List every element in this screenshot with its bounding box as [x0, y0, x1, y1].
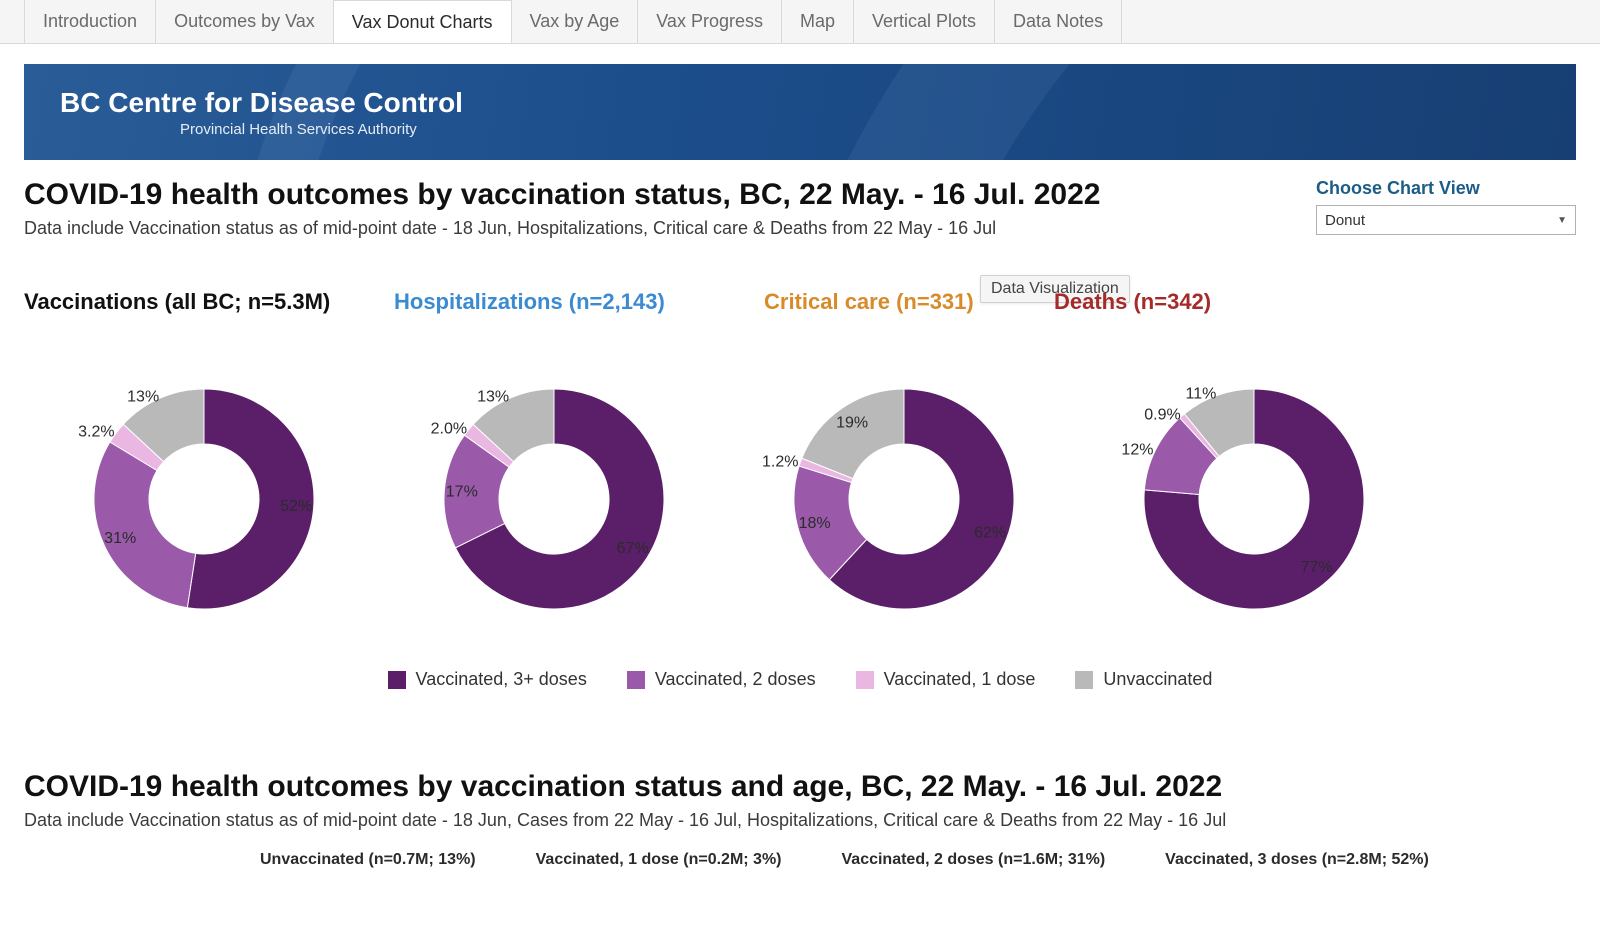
chevron-down-icon: ▼: [1557, 215, 1567, 226]
org-banner: BC Centre for Disease Control Provincial…: [24, 64, 1576, 160]
age-column-header-1: Vaccinated, 1 dose (n=0.2M; 3%): [536, 851, 782, 869]
tab-vax-by-age[interactable]: Vax by Age: [512, 0, 639, 43]
donut-label-hospitalizations-v3: 67%: [617, 540, 649, 557]
donut-label-critical-care-v1: 1.2%: [762, 453, 798, 470]
age-column-header-2: Vaccinated, 2 doses (n=1.6M; 31%): [842, 851, 1106, 869]
donut-row: 52%31%3.2%13%67%17%2.0%13%62%18%1.2%19%7…: [84, 379, 1576, 619]
age-columns-row: Unvaccinated (n=0.7M; 13%) Vaccinated, 1 …: [260, 851, 1576, 869]
donut-label-deaths-v2: 12%: [1121, 442, 1153, 459]
donut-critical-care: 62%18%1.2%19%: [784, 379, 1024, 619]
chart-view-label: Choose Chart View: [1316, 178, 1576, 199]
donut-label-hospitalizations-v2: 17%: [446, 484, 478, 501]
donut-slice-vaccinations-v2[interactable]: [94, 442, 196, 608]
donut-title-1: Hospitalizations (n=2,143): [394, 289, 665, 315]
donut-svg-vaccinations: 52%31%3.2%13%: [84, 379, 324, 619]
page-subtitle: Data include Vaccination status as of mi…: [24, 218, 1276, 239]
tab-outcomes-by-vax[interactable]: Outcomes by Vax: [156, 0, 334, 43]
tab-map[interactable]: Map: [782, 0, 854, 43]
second-title: COVID-19 health outcomes by vaccination …: [24, 770, 1576, 804]
donut-label-vaccinations-v2: 31%: [104, 530, 136, 547]
legend-label-v2: Vaccinated, 2 doses: [655, 669, 816, 690]
donut-svg-deaths: 77%12%0.9%11%: [1134, 379, 1374, 619]
tab-data-notes[interactable]: Data Notes: [995, 0, 1122, 43]
donut-label-critical-care-v3: 62%: [974, 525, 1006, 542]
second-subtitle: Data include Vaccination status as of mi…: [24, 810, 1576, 831]
banner-title: BC Centre for Disease Control: [60, 87, 463, 119]
age-column-header-3: Vaccinated, 3 doses (n=2.8M; 52%): [1165, 851, 1429, 869]
legend-item-v3[interactable]: Vaccinated, 3+ doses: [388, 669, 587, 690]
legend-item-unv[interactable]: Unvaccinated: [1075, 669, 1212, 690]
donut-vaccinations: 52%31%3.2%13%: [84, 379, 324, 619]
tab-bar: IntroductionOutcomes by VaxVax Donut Cha…: [0, 0, 1600, 44]
legend-label-unv: Unvaccinated: [1103, 669, 1212, 690]
donut-label-vaccinations-unv: 13%: [127, 388, 159, 405]
legend-item-v2[interactable]: Vaccinated, 2 doses: [627, 669, 816, 690]
donut-legend: Vaccinated, 3+ doses Vaccinated, 2 doses V…: [24, 669, 1576, 690]
tab-vax-donut-charts[interactable]: Vax Donut Charts: [334, 0, 512, 43]
donut-deaths: 77%12%0.9%11%: [1134, 379, 1374, 619]
donut-label-hospitalizations-v1: 2.0%: [431, 420, 467, 437]
legend-swatch-unv: [1075, 671, 1093, 689]
chart-view-chooser: Choose Chart View Donut ▼: [1316, 178, 1576, 235]
donut-label-critical-care-v2: 18%: [799, 515, 831, 532]
page-title: COVID-19 health outcomes by vaccination …: [24, 178, 1276, 212]
legend-swatch-v1: [856, 671, 874, 689]
tab-introduction[interactable]: Introduction: [24, 0, 156, 43]
legend-swatch-v2: [627, 671, 645, 689]
donut-svg-critical-care: 62%18%1.2%19%: [784, 379, 1024, 619]
banner-subtitle: Provincial Health Services Authority: [180, 121, 463, 138]
donut-label-deaths-v3: 77%: [1301, 559, 1333, 576]
donut-hospitalizations: 67% 17% 2.0% 13%: [434, 379, 674, 619]
donut-svg-hospitalizations: 67% 17% 2.0% 13%: [434, 379, 674, 619]
chart-view-select[interactable]: Donut ▼: [1316, 205, 1576, 235]
legend-label-v1: Vaccinated, 1 dose: [884, 669, 1036, 690]
tab-vax-progress[interactable]: Vax Progress: [638, 0, 782, 43]
donut-label-vaccinations-v1: 3.2%: [78, 424, 114, 441]
donut-title-0: Vaccinations (all BC; n=5.3M): [24, 289, 330, 315]
legend-label-v3: Vaccinated, 3+ doses: [416, 669, 587, 690]
tab-vertical-plots[interactable]: Vertical Plots: [854, 0, 995, 43]
donut-title-2: Critical care (n=331): [764, 289, 974, 315]
legend-swatch-v3: [388, 671, 406, 689]
legend-item-v1[interactable]: Vaccinated, 1 dose: [856, 669, 1036, 690]
age-column-header-0: Unvaccinated (n=0.7M; 13%): [260, 851, 476, 869]
donut-title-3: Deaths (n=342): [1054, 289, 1211, 315]
donut-label-deaths-unv: 11%: [1186, 386, 1217, 403]
donut-label-vaccinations-v3: 52%: [280, 498, 312, 515]
donut-label-critical-care-unv: 19%: [836, 414, 868, 431]
chart-view-value: Donut: [1325, 212, 1365, 229]
donut-label-deaths-v1: 0.9%: [1144, 406, 1180, 423]
donut-titles-row: Vaccinations (all BC; n=5.3M) Hospitaliza…: [24, 289, 1576, 319]
donut-label-hospitalizations-unv: 13%: [477, 388, 509, 405]
